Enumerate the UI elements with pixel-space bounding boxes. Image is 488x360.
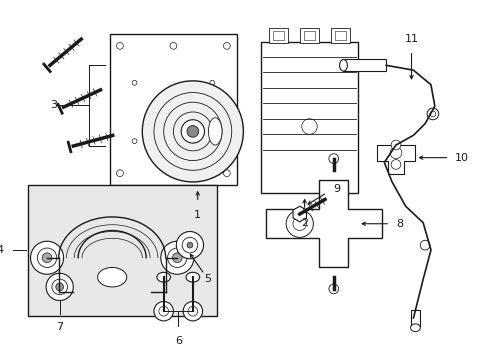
Circle shape: [390, 159, 400, 169]
Circle shape: [301, 119, 317, 134]
Text: 9: 9: [332, 184, 339, 194]
Circle shape: [389, 147, 401, 159]
Ellipse shape: [98, 267, 126, 287]
Text: 4: 4: [0, 245, 4, 255]
Text: 2: 2: [301, 218, 307, 228]
Ellipse shape: [157, 272, 170, 282]
Circle shape: [172, 253, 182, 262]
Circle shape: [46, 273, 73, 301]
Ellipse shape: [339, 59, 346, 71]
Circle shape: [429, 111, 435, 117]
Bar: [110, 34, 236, 185]
Circle shape: [167, 248, 186, 267]
Circle shape: [116, 170, 123, 177]
Circle shape: [42, 253, 52, 262]
Circle shape: [132, 80, 137, 85]
Ellipse shape: [208, 118, 222, 145]
Circle shape: [170, 170, 177, 177]
Circle shape: [37, 248, 57, 267]
Circle shape: [223, 170, 230, 177]
Circle shape: [328, 154, 338, 163]
Bar: [334, 31, 346, 40]
Circle shape: [328, 284, 338, 294]
Text: 10: 10: [454, 153, 468, 163]
Polygon shape: [376, 145, 415, 174]
Bar: [272, 31, 284, 40]
Circle shape: [181, 120, 204, 143]
Ellipse shape: [185, 272, 199, 282]
Text: 8: 8: [395, 219, 402, 229]
Circle shape: [186, 242, 192, 248]
Text: 1: 1: [194, 210, 201, 220]
Circle shape: [176, 231, 203, 259]
Circle shape: [186, 126, 198, 137]
Circle shape: [187, 306, 197, 316]
Circle shape: [292, 217, 306, 230]
Circle shape: [183, 301, 202, 321]
Circle shape: [182, 237, 197, 253]
Circle shape: [170, 42, 177, 49]
Circle shape: [390, 140, 400, 150]
Bar: [343, 59, 386, 71]
Bar: [303, 31, 315, 40]
Text: 11: 11: [404, 34, 418, 44]
Bar: [330, 28, 349, 43]
Circle shape: [116, 42, 123, 49]
Circle shape: [209, 80, 214, 85]
Circle shape: [52, 279, 67, 295]
Circle shape: [56, 283, 63, 291]
Circle shape: [154, 301, 173, 321]
Circle shape: [419, 240, 429, 250]
Circle shape: [159, 306, 168, 316]
Text: 6: 6: [174, 336, 182, 346]
Circle shape: [223, 42, 230, 49]
Bar: [299, 28, 319, 43]
Ellipse shape: [410, 324, 419, 332]
Text: 3: 3: [50, 100, 57, 110]
Circle shape: [142, 81, 243, 182]
Bar: [27, 185, 217, 316]
Circle shape: [30, 241, 63, 274]
Bar: [410, 310, 419, 326]
Circle shape: [161, 241, 193, 274]
Circle shape: [132, 139, 137, 144]
Polygon shape: [292, 206, 306, 222]
Bar: [268, 28, 287, 43]
Text: 7: 7: [56, 322, 63, 332]
Circle shape: [285, 210, 313, 237]
Polygon shape: [265, 180, 382, 267]
Text: 5: 5: [203, 274, 210, 284]
Circle shape: [426, 108, 438, 120]
Bar: [260, 42, 357, 193]
